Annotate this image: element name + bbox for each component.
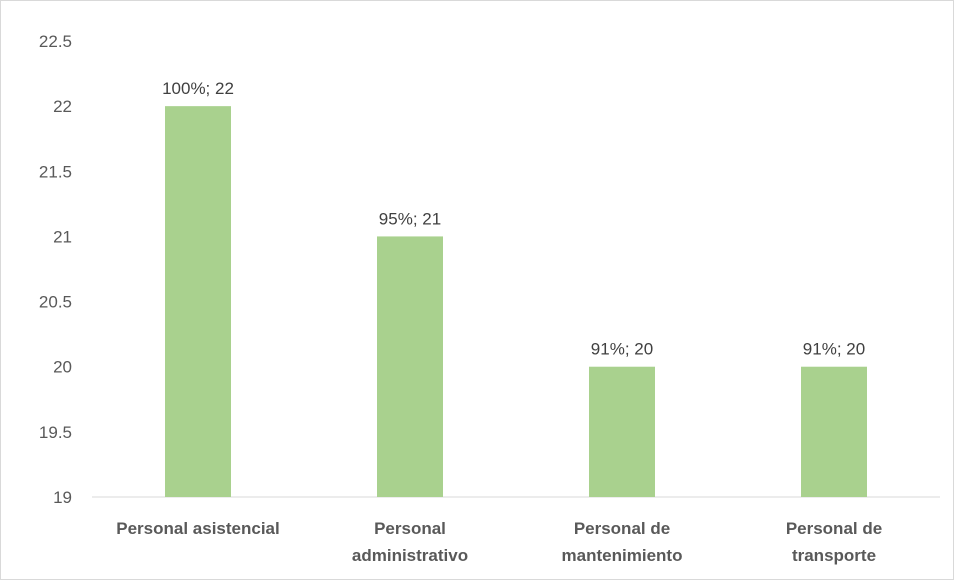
x-tick-label: Personal de (574, 519, 670, 538)
x-tick-label: Personal de (786, 519, 882, 538)
data-label: 91%; 20 (803, 340, 865, 359)
data-label: 91%; 20 (591, 340, 653, 359)
data-label: 95%; 21 (379, 209, 441, 228)
data-label: 100%; 22 (162, 79, 234, 98)
data-labels: 100%; 22 95%; 21 91%; 20 91%; 20 (162, 79, 865, 359)
bar (801, 366, 867, 497)
y-tick-label: 22.5 (39, 32, 72, 51)
x-tick-label: Personal (374, 519, 446, 538)
x-tick-label: transporte (792, 546, 876, 565)
bar (165, 106, 231, 498)
y-tick-label: 21 (53, 227, 72, 246)
y-tick-label: 21.5 (39, 162, 72, 181)
y-tick-label: 19 (53, 488, 72, 507)
y-tick-label: 20.5 (39, 293, 72, 312)
y-tick-label: 22 (53, 97, 72, 116)
y-tick-label: 20 (53, 358, 72, 377)
bars (165, 106, 867, 498)
x-tick-label: Personal asistencial (116, 519, 279, 538)
bar (589, 366, 655, 497)
x-tick-label: mantenimiento (562, 546, 683, 565)
y-tick-label: 19.5 (39, 423, 72, 442)
category-labels: Personal asistencial Personal administrati… (116, 519, 882, 565)
bar (377, 236, 443, 497)
y-axis-ticks: 19 19.5 20 20.5 21 21.5 22 22.5 (39, 32, 72, 507)
x-tick-label: administrativo (352, 546, 468, 565)
